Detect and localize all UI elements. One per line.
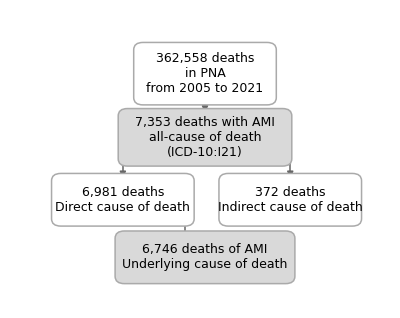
Text: 372 deaths
Indirect cause of death: 372 deaths Indirect cause of death xyxy=(218,186,363,214)
FancyBboxPatch shape xyxy=(52,173,194,226)
FancyBboxPatch shape xyxy=(219,173,362,226)
Text: 6,746 deaths of AMI
Underlying cause of death: 6,746 deaths of AMI Underlying cause of … xyxy=(122,243,288,271)
Text: 6,981 deaths
Direct cause of death: 6,981 deaths Direct cause of death xyxy=(56,186,190,214)
Text: 7,353 deaths with AMI
all-cause of death
(ICD-10:I21): 7,353 deaths with AMI all-cause of death… xyxy=(135,116,275,159)
FancyBboxPatch shape xyxy=(134,42,276,105)
FancyBboxPatch shape xyxy=(115,231,295,284)
Text: 362,558 deaths
in PNA
from 2005 to 2021: 362,558 deaths in PNA from 2005 to 2021 xyxy=(146,52,264,95)
FancyBboxPatch shape xyxy=(118,108,292,166)
